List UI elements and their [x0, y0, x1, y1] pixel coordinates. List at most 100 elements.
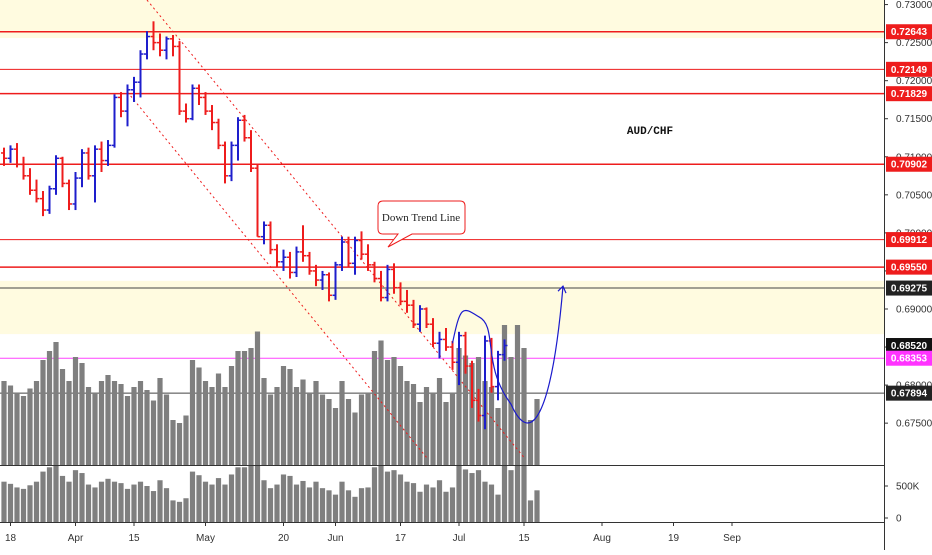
ohlc-bar [274, 244, 280, 268]
price-tick-label: 0.70500 [896, 190, 932, 201]
ohlc-bar [326, 272, 332, 302]
volume-pane-bar [514, 466, 521, 522]
volume-pane-bar [118, 483, 124, 522]
volume-bar [430, 393, 436, 465]
ohlc-bar [150, 21, 157, 51]
ohlc-bar [124, 84, 131, 127]
price-tick-label: 0.67500 [896, 419, 932, 430]
ohlc-bar [501, 339, 508, 361]
volume-pane-bar [7, 483, 14, 522]
volume-bar [235, 351, 241, 465]
price-label-box [886, 280, 932, 296]
volume-bar [313, 381, 319, 465]
volume-bar [417, 402, 423, 465]
volume-pane-bar [443, 491, 449, 522]
volume-bar [131, 387, 137, 465]
ohlc-bar [267, 221, 274, 255]
price-label-box [886, 24, 932, 40]
volume-bar [1, 381, 7, 465]
volume-pane-bar [358, 488, 365, 522]
volume-pane-bar [508, 470, 514, 522]
volume-pane-layer [1, 466, 540, 522]
volume-pane-bar [430, 487, 436, 522]
time-tick-label: Jun [327, 533, 343, 544]
volume-pane-bar [475, 470, 482, 522]
volume-pane-bar [189, 471, 196, 522]
volume-bar [456, 348, 462, 465]
volume-bar [267, 394, 274, 465]
ohlc-bar [404, 289, 410, 313]
price-label-box [886, 385, 932, 401]
ohlc-bar [495, 350, 501, 401]
time-axis[interactable]: 18 Apr 15 May 20 Jun 17 Jul 15 Aug 19 Sep [5, 522, 741, 544]
ohlc-bar [391, 263, 397, 294]
volume-pane-bar [20, 488, 27, 522]
ohlc-bar [365, 244, 371, 271]
volume-pane-bar [254, 466, 261, 522]
time-tick-label: 20 [278, 533, 290, 544]
volume-bar [319, 394, 326, 465]
price-tick-label: 0.69000 [896, 304, 932, 315]
volume-bar [40, 360, 46, 465]
volume-bar [27, 388, 33, 465]
volume-bar [521, 348, 527, 465]
ohlc-bar [345, 236, 352, 268]
volume-bar [79, 363, 85, 465]
volume-bar [254, 331, 261, 465]
volume-bar [202, 381, 209, 465]
volume-bar [46, 351, 53, 465]
volume-bar [339, 381, 345, 465]
time-tick-label: Apr [68, 533, 84, 544]
ohlc-bar [443, 328, 449, 351]
volume-bar [196, 367, 202, 465]
ohlc-bar [261, 221, 267, 245]
ohlc-bar [20, 156, 27, 180]
volume-pane-bar [228, 474, 235, 522]
volume-bar [118, 384, 124, 465]
price-label-text: 0.69550 [891, 263, 928, 274]
volume-pane-bar [157, 480, 163, 522]
ohlc-bar [241, 114, 248, 142]
volume-bar [423, 387, 430, 465]
volume-pane-bar [488, 484, 495, 522]
volume-pane-bar [209, 484, 215, 522]
volume-pane-bar [163, 488, 170, 522]
price-label-text: 0.72643 [891, 27, 928, 38]
volume-pane-bar [98, 481, 105, 522]
chart-title: AUD/CHF [627, 126, 673, 138]
volume-pane-bar [293, 484, 300, 522]
volume-pane-bar [105, 478, 111, 522]
time-tick-label: 15 [128, 533, 140, 544]
volume-pane-bar [339, 481, 345, 522]
volume-bar [137, 381, 144, 465]
volume-pane-bar [222, 484, 228, 522]
price-label-text: 0.67894 [891, 389, 928, 400]
volume-bar [72, 357, 79, 465]
trend-lines-layer [127, 0, 525, 458]
volume-bar [345, 399, 352, 465]
volume-bar [326, 399, 332, 465]
projection-curve [451, 286, 564, 424]
volume-pane-bar [150, 491, 157, 522]
volume-bar [241, 351, 248, 465]
volume-pane-bar [482, 481, 488, 522]
volume-bar [495, 408, 501, 465]
volume-pane-bar [85, 484, 92, 522]
down-trend-callout: Down Trend Line [377, 200, 466, 248]
ohlc-bar [98, 141, 105, 172]
volume-bar [98, 381, 105, 465]
volume-bar [209, 387, 215, 465]
volume-pane-bar [176, 501, 183, 522]
ohlc-bar [222, 141, 228, 184]
volume-pane-bar [345, 490, 352, 522]
volume-bar [391, 357, 397, 465]
volume-pane-bar [456, 466, 462, 522]
ohlc-bar [300, 225, 306, 262]
volume-pane-bar [397, 474, 404, 522]
volume-bar [124, 396, 131, 465]
volume-pane-bar [365, 487, 371, 522]
volume-bar [157, 378, 163, 465]
volume-bar [384, 360, 391, 465]
ohlc-bar [163, 36, 170, 60]
ohlc-bar [111, 94, 118, 148]
